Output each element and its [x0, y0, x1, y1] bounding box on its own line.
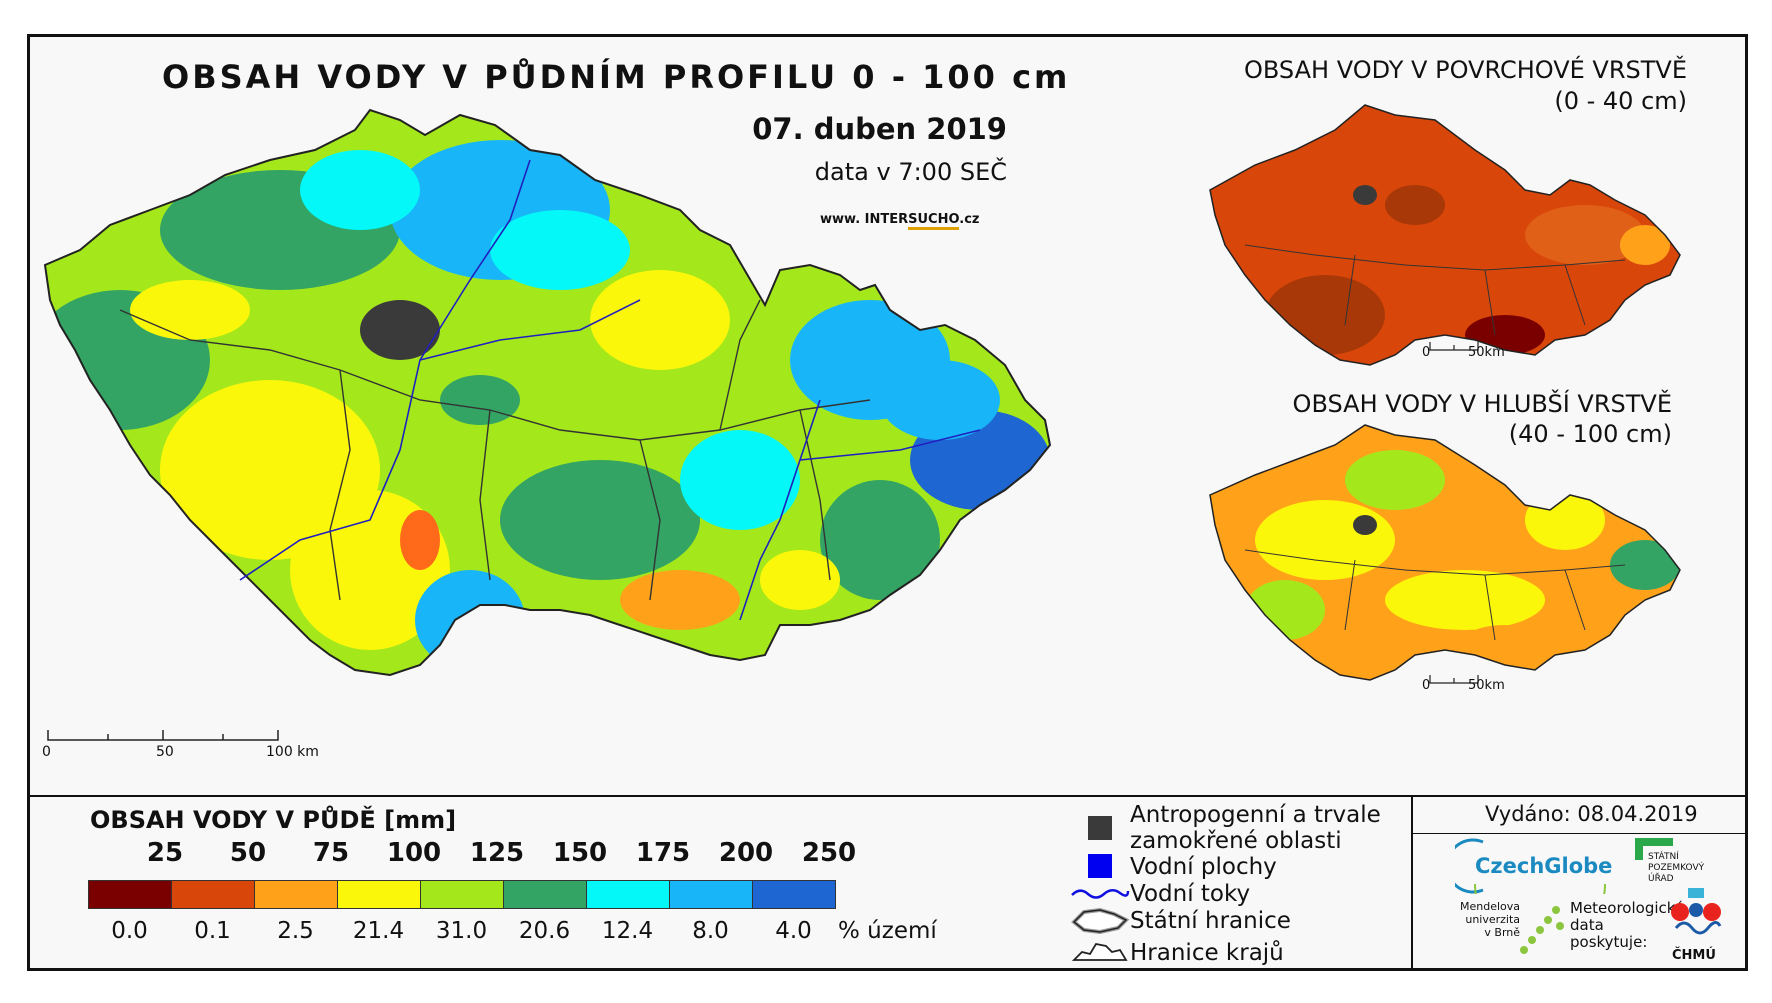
legend-percentage: 4.0 — [775, 918, 812, 944]
percent-unit: % území — [838, 918, 937, 944]
deep-scalebar — [1429, 675, 1479, 684]
legend-threshold: 250 — [801, 838, 857, 868]
legend-percentage: 8.0 — [692, 918, 729, 944]
main-scale-100: 100 km — [266, 744, 319, 760]
state-border-icon — [1071, 907, 1130, 934]
spu-logo-bar — [1635, 838, 1673, 846]
czechglobe-logo-icon — [1455, 838, 1606, 894]
spu-logo-text: STÁTNÍ POZEMKOVÝ ÚŘAD — [1648, 852, 1705, 884]
czechglobe-logo: CzechGlobe — [1475, 854, 1613, 878]
chmu-provider-text: Meteorologická data poskytuje: — [1570, 899, 1685, 951]
deep-scale-start: 0 — [1422, 678, 1431, 693]
legend-percentage: 31.0 — [435, 918, 488, 944]
deep-map — [1209, 424, 1681, 681]
anthropogenic-label-2: zamokřené oblasti — [1130, 828, 1342, 854]
deep-map-title: OBSAH VODY V HLUBŠÍ VRSTVĚ — [1292, 390, 1672, 418]
chmu-logo-icon — [1671, 888, 1722, 935]
legend-divider — [27, 795, 1748, 797]
surface-scale-start: 0 — [1422, 345, 1431, 360]
mendel-logo-icon — [1520, 906, 1564, 954]
spu-logo-bar-v — [1635, 838, 1643, 860]
legend-swatch — [254, 880, 338, 909]
state-border-label: Státní hranice — [1130, 908, 1291, 934]
chmu-logo: ČHMÚ — [1672, 948, 1716, 963]
data-time: data v 7:00 SEČ — [814, 158, 1007, 186]
main-scale-50: 50 — [156, 744, 174, 760]
rivers-label: Vodní toky — [1130, 881, 1251, 907]
water-bodies-swatch — [1088, 854, 1112, 878]
legend-percentage: 0.1 — [194, 918, 231, 944]
legend-threshold: 200 — [718, 838, 774, 868]
region-border-icon — [1071, 942, 1128, 961]
surface-map-subtitle: (0 - 40 cm) — [1554, 87, 1687, 115]
legend-percentage: 2.5 — [277, 918, 314, 944]
legend-swatch — [586, 880, 670, 909]
legend-threshold: 100 — [386, 838, 442, 868]
region-border-label: Hranice krajů — [1130, 940, 1284, 966]
legend-threshold: 75 — [312, 838, 350, 868]
legend-percentage: 12.4 — [601, 918, 654, 944]
legend-threshold: 150 — [552, 838, 608, 868]
anthropogenic-label-1: Antropogenní a trvale — [1130, 802, 1381, 828]
main-map — [44, 109, 1051, 676]
legend-percentage: 20.6 — [518, 918, 571, 944]
legend-swatch — [669, 880, 753, 909]
main-scalebar — [47, 730, 279, 741]
issued-date: Vydáno: 08.04.2019 — [1485, 802, 1698, 826]
map-date: 07. duben 2019 — [752, 112, 1007, 146]
river-line-icon — [1071, 889, 1130, 899]
legend-swatch — [420, 880, 504, 909]
legend-swatch — [171, 880, 255, 909]
legend-threshold: 175 — [635, 838, 691, 868]
surface-map — [1209, 104, 1681, 366]
deep-map-subtitle: (40 - 100 cm) — [1508, 420, 1672, 448]
legend-swatch — [503, 880, 587, 909]
legend-percentage: 21.4 — [352, 918, 405, 944]
mendel-logo-text: Mendelova univerzita v Brně — [1460, 900, 1521, 939]
deep-scale-end: 50km — [1468, 678, 1505, 693]
website-link[interactable]: www. INTERSUCHO.cz — [820, 212, 979, 230]
legend-threshold: 50 — [229, 838, 267, 868]
legend-swatch — [88, 880, 172, 909]
water-bodies-label: Vodní plochy — [1130, 854, 1277, 880]
legend-threshold: 125 — [469, 838, 525, 868]
main-title: OBSAH VODY V PŮDNÍM PROFILU 0 - 100 cm — [162, 58, 1071, 96]
logo-divider — [1411, 795, 1413, 971]
surface-map-title: OBSAH VODY V POVRCHOVÉ VRSTVĚ — [1244, 56, 1687, 84]
issued-divider — [1411, 833, 1748, 834]
anthropogenic-swatch — [1088, 816, 1112, 840]
surface-scalebar — [1429, 342, 1479, 351]
legend-title: OBSAH VODY V PŮDĚ [mm] — [90, 806, 457, 834]
legend-swatch — [752, 880, 836, 909]
legend-threshold: 25 — [146, 838, 184, 868]
legend-percentage: 0.0 — [111, 918, 148, 944]
main-scale-0: 0 — [42, 744, 51, 760]
surface-scale-end: 50km — [1468, 345, 1505, 360]
legend-swatch — [337, 880, 421, 909]
